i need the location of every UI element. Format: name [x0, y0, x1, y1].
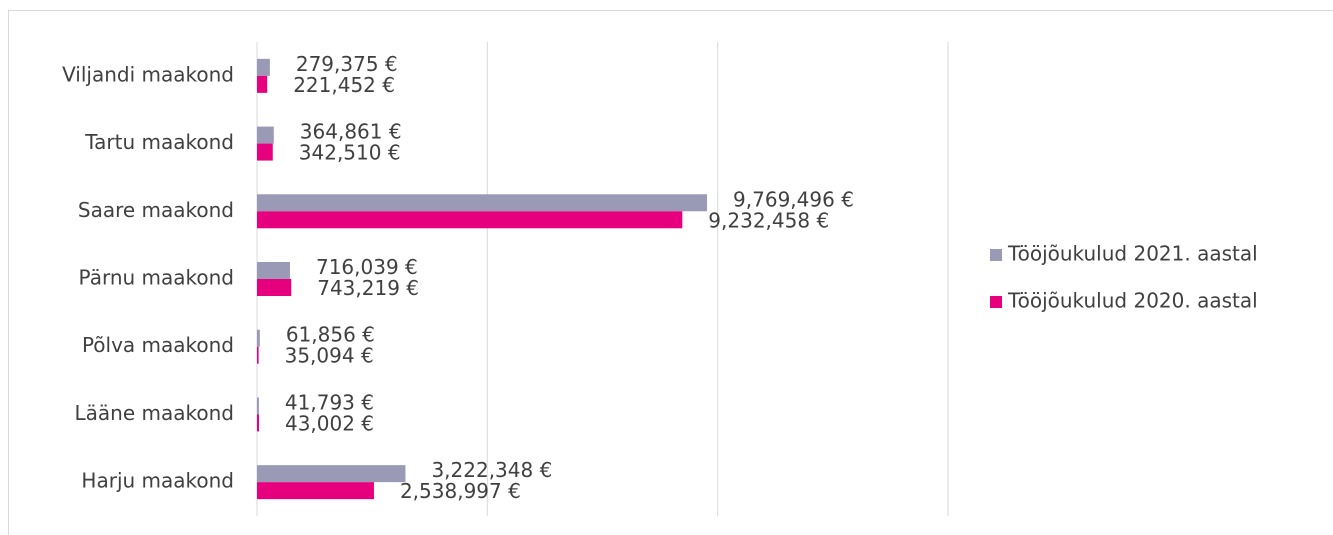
data-label: 743,219 €	[317, 276, 419, 300]
data-label: 716,039 €	[316, 255, 418, 279]
y-tick-label: Harju maakond	[81, 469, 234, 493]
data-label: 342,510 €	[299, 141, 401, 165]
y-tick-label: Saare maakond	[78, 198, 234, 222]
data-label: 221,452 €	[293, 73, 395, 97]
data-label: 3,222,348 €	[431, 458, 552, 482]
data-label: 9,232,458 €	[708, 208, 829, 232]
data-label: 279,375 €	[296, 52, 398, 76]
data-label: 35,094 €	[285, 344, 374, 368]
bar	[257, 75, 268, 93]
legend-swatch	[990, 249, 1002, 261]
bar	[257, 143, 273, 161]
bar	[257, 194, 708, 212]
y-tick-label: Tartu maakond	[84, 130, 234, 154]
data-label: 61,856 €	[286, 323, 375, 347]
data-label: 41,793 €	[285, 390, 374, 414]
legend-label: Tööjõukulud 2020. aastal	[1007, 289, 1258, 313]
bar	[257, 126, 274, 144]
bar	[257, 482, 374, 500]
data-label: 9,769,496 €	[733, 187, 854, 211]
y-tick-label: Lääne maakond	[75, 401, 234, 425]
bar	[257, 414, 259, 432]
legend-label: Tööjõukulud 2021. aastal	[1007, 242, 1258, 266]
legend-swatch	[990, 296, 1002, 308]
bar	[257, 329, 260, 347]
bar	[257, 58, 270, 76]
bar	[257, 211, 683, 229]
data-label: 364,861 €	[300, 120, 402, 144]
data-label: 2,538,997 €	[400, 479, 521, 503]
data-label: 43,002 €	[285, 411, 374, 435]
bar	[257, 346, 259, 364]
bar	[257, 279, 292, 296]
chart-frame	[8, 10, 1333, 535]
y-tick-label: Põlva maakond	[82, 333, 234, 357]
bar	[257, 262, 290, 279]
bar	[257, 397, 259, 415]
y-tick-label: Viljandi maakond	[62, 62, 234, 86]
y-tick-label: Pärnu maakond	[79, 266, 234, 290]
bar	[257, 465, 406, 483]
